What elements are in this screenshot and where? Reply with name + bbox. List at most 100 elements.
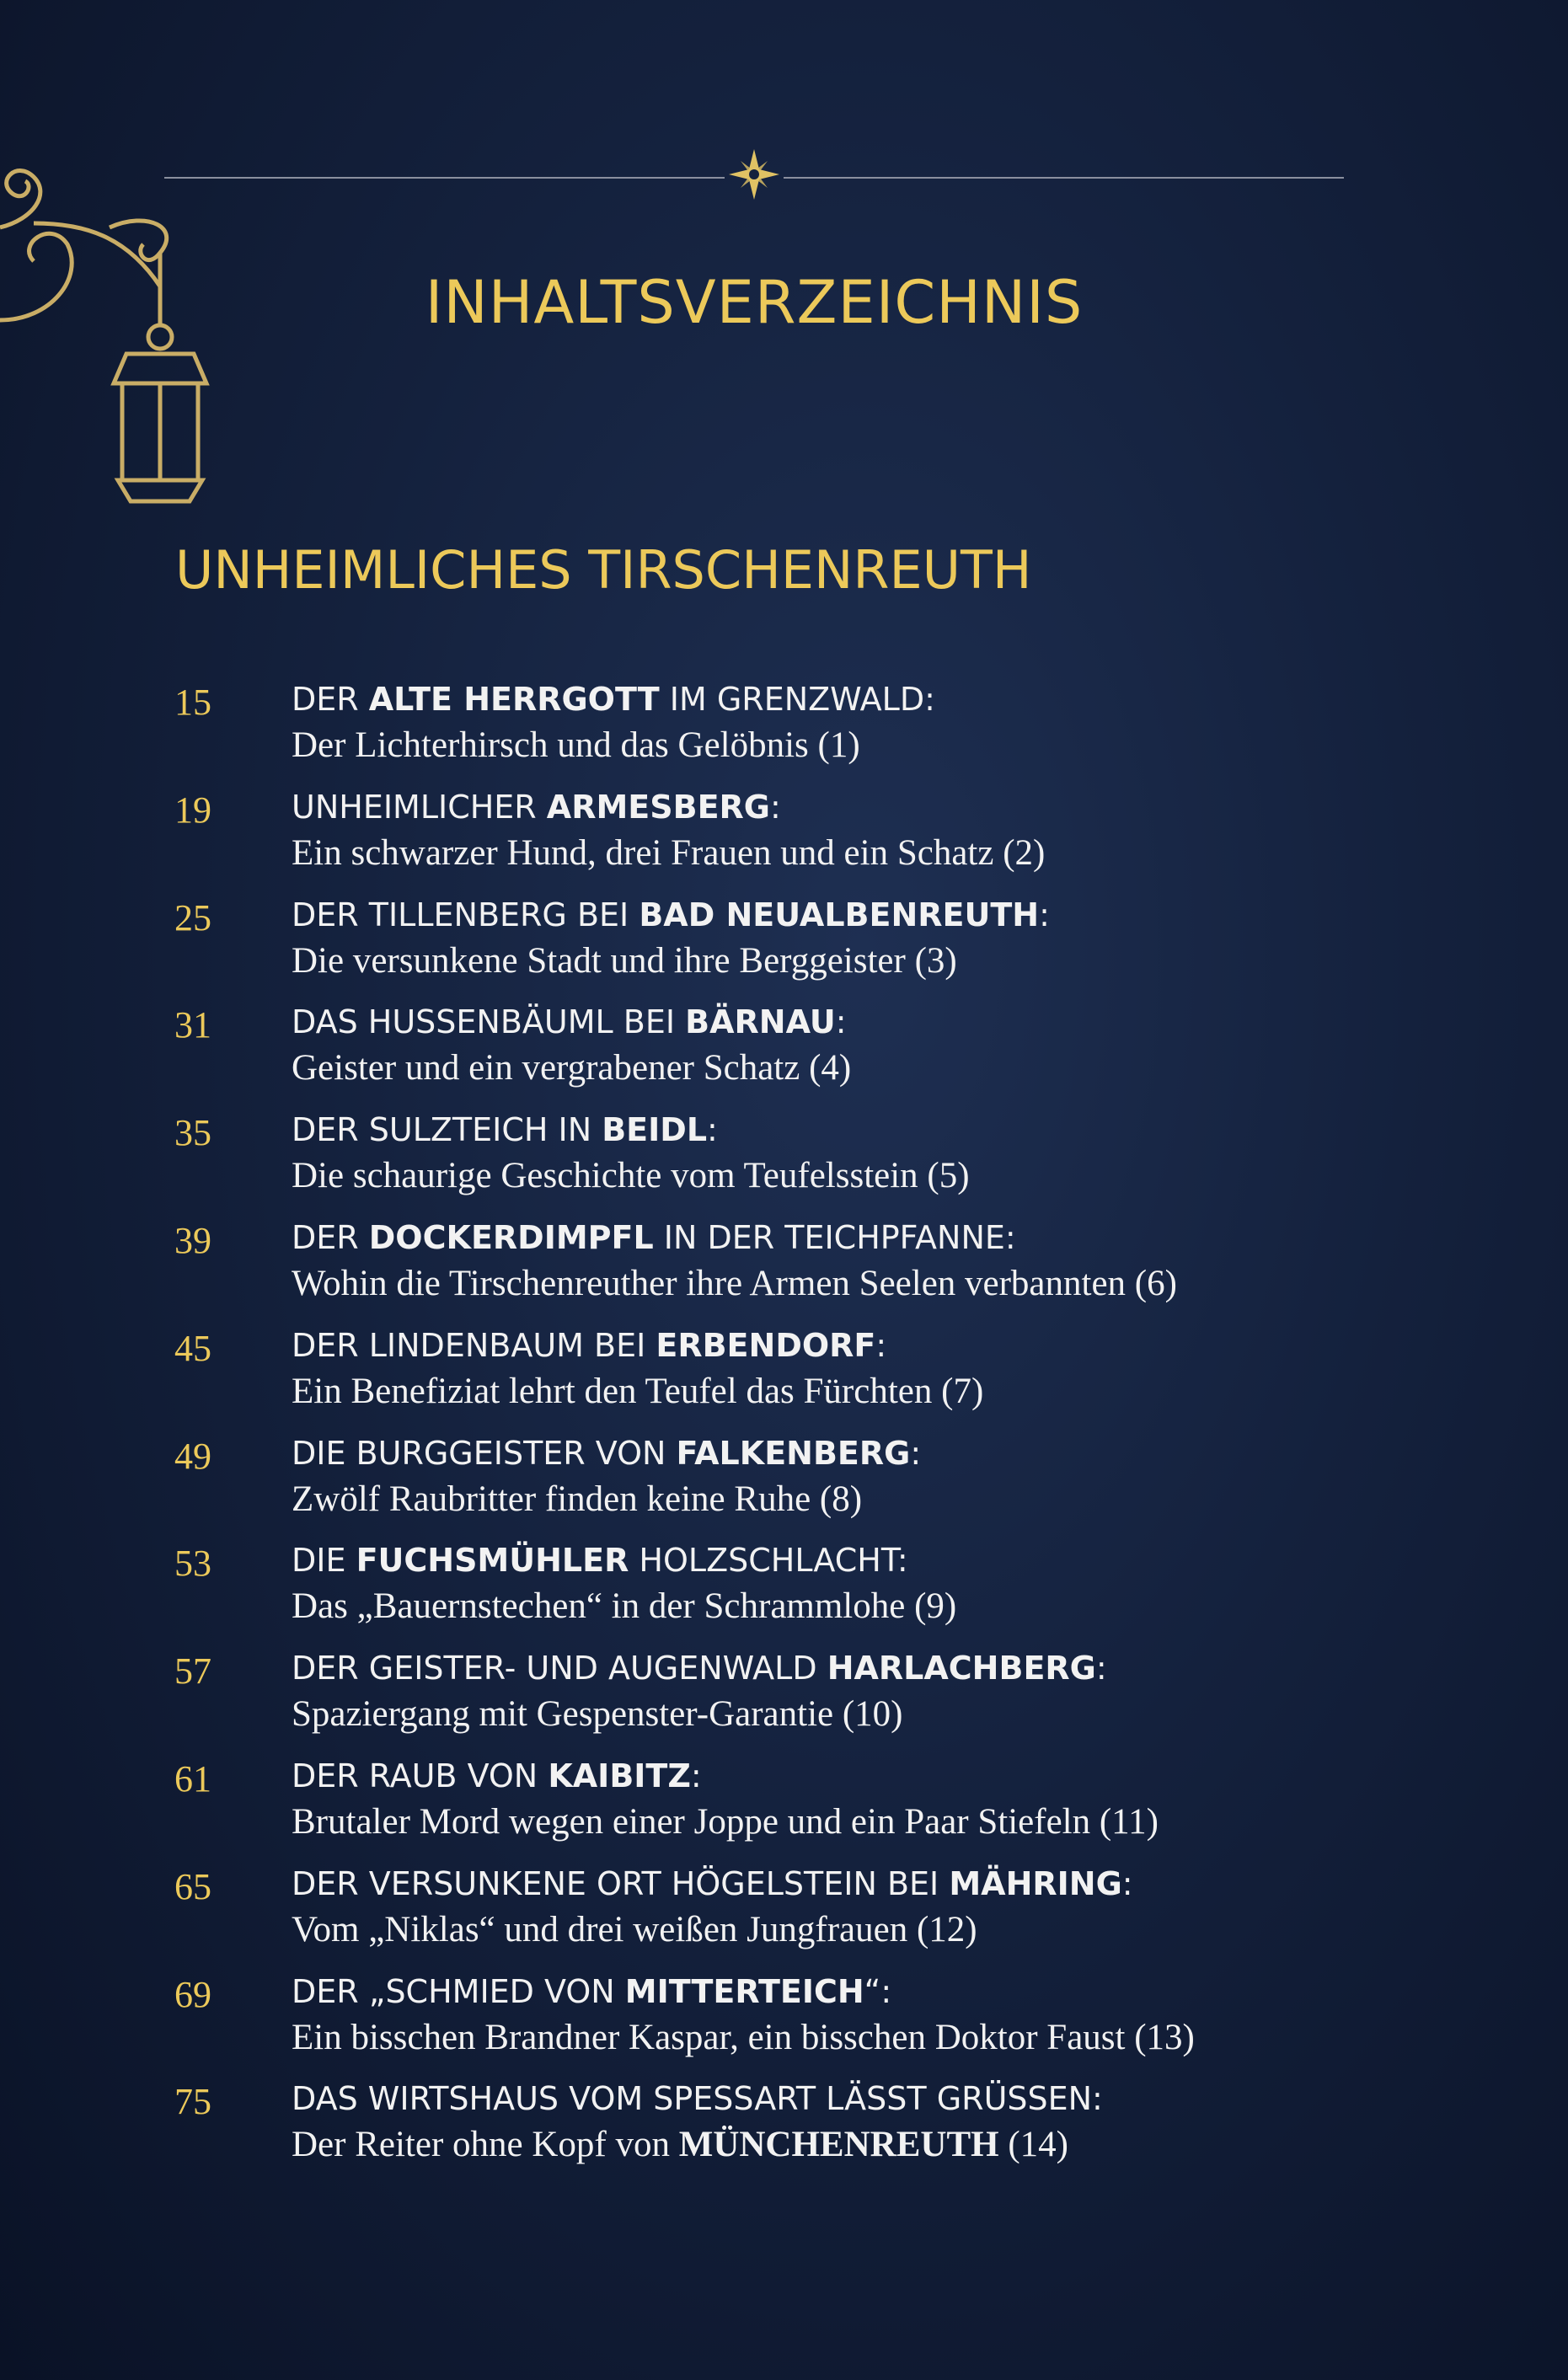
text-part: IN DER TEICHPFANNE: <box>653 1218 1016 1256</box>
text-part: DER LINDENBAUM BEI <box>292 1326 656 1364</box>
place-name: DOCKERDIMPFL <box>368 1218 654 1256</box>
toc-entry: 15 DER ALTE HERRGOTT IM GRENZWALD: Der Lic… <box>0 674 1568 782</box>
entry-heading: DER RAUB VON KAIBITZ: <box>292 1757 702 1794</box>
text-part: DIE BURGGEISTER VON <box>292 1434 677 1472</box>
entry-heading: DER GEISTER- UND AUGENWALD HARLACHBERG: <box>292 1650 1107 1687</box>
text-part: DAS HUSSENBÄUML BEI <box>292 1003 686 1041</box>
text-part: Der Reiter ohne Kopf von <box>292 2125 679 2165</box>
text-part: DAS WIRTSHAUS VOM SPESSART LÄSST GRÜSSEN… <box>292 2080 1103 2118</box>
page-number: 75 <box>174 2081 211 2123</box>
place-name: BAD NEUALBENREUTH <box>639 896 1040 933</box>
place-name: HARLACHBERG <box>827 1650 1096 1687</box>
toc-entry: 53 DIE FUCHSMÜHLER HOLZSCHLACHT: Das „Baue… <box>0 1535 1568 1643</box>
page-number: 53 <box>174 1543 211 1585</box>
text-part: Der Lichterhirsch und das Gelöbnis (1) <box>292 725 860 765</box>
text-part: DER SULZTEICH IN <box>292 1111 602 1149</box>
text-part: : <box>875 1326 887 1364</box>
page-number: 61 <box>174 1757 211 1800</box>
text-part: IM GRENZWALD: <box>659 681 935 718</box>
page-number: 25 <box>174 896 211 939</box>
entry-heading: DER VERSUNKENE ORT HÖGELSTEIN BEI MÄHRIN… <box>292 1865 1133 1902</box>
text-part: Spaziergang mit Gespenster-Garantie (10) <box>292 1694 903 1735</box>
toc-entry: 31 DAS HUSSENBÄUML BEI BÄRNAU: Geister und… <box>0 997 1568 1104</box>
place-name: ARMESBERG <box>546 788 770 826</box>
text-part: : <box>1095 1650 1107 1687</box>
lantern-ornament <box>0 168 210 504</box>
section-title: UNHEIMLICHES TIRSCHENREUTH <box>175 539 1032 601</box>
entry-subtitle: Zwölf Raubritter finden keine Ruhe (8) <box>292 1479 862 1520</box>
page-number: 57 <box>174 1650 211 1693</box>
entry-subtitle: Der Reiter ohne Kopf von MÜNCHENREUTH (1… <box>292 2124 1068 2165</box>
entry-subtitle: Wohin die Tirschenreuther ihre Armen See… <box>292 1263 1177 1304</box>
entry-subtitle: Ein Benefiziat lehrt den Teufel das Fürc… <box>292 1371 983 1412</box>
text-part: Die versunkene Stadt und ihre Berggeiste… <box>292 940 957 981</box>
place-name: BÄRNAU <box>685 1003 836 1041</box>
entry-heading: DER SULZTEICH IN BEIDL: <box>292 1111 718 1148</box>
place-name: ERBENDORF <box>656 1326 876 1364</box>
page-number: 39 <box>174 1219 211 1261</box>
toc-entry: 61 DER RAUB VON KAIBITZ: Brutaler Mord weg… <box>0 1751 1568 1859</box>
page-number: 65 <box>174 1865 211 1907</box>
entry-subtitle: Der Lichterhirsch und das Gelöbnis (1) <box>292 725 860 766</box>
entry-heading: DER LINDENBAUM BEI ERBENDORF: <box>292 1327 886 1364</box>
text-part: : <box>707 1111 718 1149</box>
text-part: HOLZSCHLACHT: <box>629 1542 908 1580</box>
toc-entry: 25 DER TILLENBERG BEI BAD NEUALBENREUTH: D… <box>0 890 1568 997</box>
text-part: : <box>769 788 781 826</box>
text-part: DIE <box>292 1542 356 1580</box>
page-number: 31 <box>174 1004 211 1046</box>
text-part: UNHEIMLICHER <box>292 788 547 826</box>
page-number: 15 <box>174 682 211 723</box>
toc-entry: 45 DER LINDENBAUM BEI ERBENDORF: Ein Benef… <box>0 1320 1568 1428</box>
place-name: ALTE HERRGOTT <box>368 681 660 718</box>
text-part: : <box>690 1757 702 1794</box>
text-part: Wohin die Tirschenreuther ihre Armen See… <box>292 1263 1177 1303</box>
text-part: Ein bisschen Brandner Kaspar, ein bissch… <box>292 2017 1195 2057</box>
toc-entry: 65 DER VERSUNKENE ORT HÖGELSTEIN BEI MÄHR… <box>0 1859 1568 1966</box>
entry-subtitle: Vom „Niklas“ und drei weißen Jungfrauen … <box>292 1909 977 1950</box>
page-number: 69 <box>174 1973 211 2015</box>
compass-ornament <box>729 149 779 200</box>
text-part: Die schaurige Geschichte vom Teufelsstei… <box>292 1156 970 1196</box>
entry-subtitle: Brutaler Mord wegen einer Joppe und ein … <box>292 1801 1159 1842</box>
page-number: 35 <box>174 1112 211 1154</box>
entry-heading: DER ALTE HERRGOTT IM GRENZWALD: <box>292 681 935 718</box>
text-part: DER VERSUNKENE ORT HÖGELSTEIN BEI <box>292 1864 950 1902</box>
page-number: 45 <box>174 1327 211 1369</box>
entry-heading: DAS HUSSENBÄUML BEI BÄRNAU: <box>292 1003 847 1040</box>
place-name: FALKENBERG <box>676 1434 911 1472</box>
text-part: DER RAUB VON <box>292 1757 549 1794</box>
entry-subtitle: Ein bisschen Brandner Kaspar, ein bissch… <box>292 2017 1195 2058</box>
entry-heading: DER DOCKERDIMPFL IN DER TEICHPFANNE: <box>292 1219 1016 1256</box>
place-name: FUCHSMÜHLER <box>356 1542 629 1580</box>
toc-list: 15 DER ALTE HERRGOTT IM GRENZWALD: Der Lic… <box>0 674 1568 2181</box>
entry-subtitle: Geister und ein vergrabener Schatz (4) <box>292 1047 851 1088</box>
toc-entry: 39 DER DOCKERDIMPFL IN DER TEICHPFANNE: Wo… <box>0 1212 1568 1320</box>
entry-subtitle: Spaziergang mit Gespenster-Garantie (10) <box>292 1693 903 1735</box>
text-part: (14) <box>998 2125 1068 2165</box>
toc-entry: 57 DER GEISTER- UND AUGENWALD HARLACHBERG… <box>0 1643 1568 1751</box>
text-part: DER <box>292 681 369 718</box>
entry-subtitle: Die schaurige Geschichte vom Teufelsstei… <box>292 1155 970 1196</box>
text-part: Zwölf Raubritter finden keine Ruhe (8) <box>292 1479 863 1519</box>
place-name: BEIDL <box>602 1111 708 1149</box>
toc-entry: 75 DAS WIRTSHAUS VOM SPESSART LÄSST GRÜSS… <box>0 2073 1568 2181</box>
entry-subtitle: Ein schwarzer Hund, drei Frauen und ein … <box>292 832 1045 874</box>
toc-entry: 19 UNHEIMLICHER ARMESBERG: Ein schwarzer H… <box>0 782 1568 890</box>
place-name: MÜNCHENREUTH <box>678 2125 999 2165</box>
text-part: Geister und ein vergrabener Schatz (4) <box>292 1048 852 1088</box>
place-name: MÄHRING <box>949 1864 1122 1902</box>
text-part: Das „Bauernstechen“ in der Schrammlohe (… <box>292 1586 957 1627</box>
page-title: INHALTSVERZEICHNIS <box>425 268 1084 337</box>
text-part: DER GEISTER- UND AUGENWALD <box>292 1650 827 1687</box>
text-part: : <box>1121 1864 1133 1902</box>
text-part: : <box>835 1003 847 1041</box>
text-part: : <box>910 1434 922 1472</box>
entry-heading: DAS WIRTSHAUS VOM SPESSART LÄSST GRÜSSEN… <box>292 2080 1103 2117</box>
text-part: DER TILLENBERG BEI <box>292 896 640 933</box>
text-part: DER <box>292 1218 369 1256</box>
text-part: DER „SCHMIED VON <box>292 1972 625 2010</box>
text-part: : <box>1039 896 1050 933</box>
text-part: Vom „Niklas“ und drei weißen Jungfrauen … <box>292 1909 977 1949</box>
